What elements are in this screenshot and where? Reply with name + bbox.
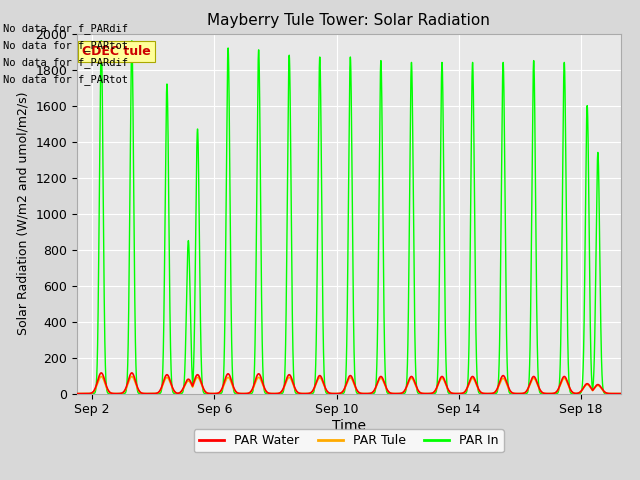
Text: No data for f_PARdif: No data for f_PARdif xyxy=(3,23,128,34)
Text: No data for f_PARtot: No data for f_PARtot xyxy=(3,40,128,51)
Legend: PAR Water, PAR Tule, PAR In: PAR Water, PAR Tule, PAR In xyxy=(194,429,504,452)
Text: No data for f_PARtot: No data for f_PARtot xyxy=(3,73,128,84)
Title: Mayberry Tule Tower: Solar Radiation: Mayberry Tule Tower: Solar Radiation xyxy=(207,13,490,28)
X-axis label: Time: Time xyxy=(332,419,366,433)
Text: No data for f_PARdif: No data for f_PARdif xyxy=(3,57,128,68)
Y-axis label: Solar Radiation (W/m2 and umol/m2/s): Solar Radiation (W/m2 and umol/m2/s) xyxy=(17,92,29,336)
Text: CDEC tule: CDEC tule xyxy=(82,45,151,58)
